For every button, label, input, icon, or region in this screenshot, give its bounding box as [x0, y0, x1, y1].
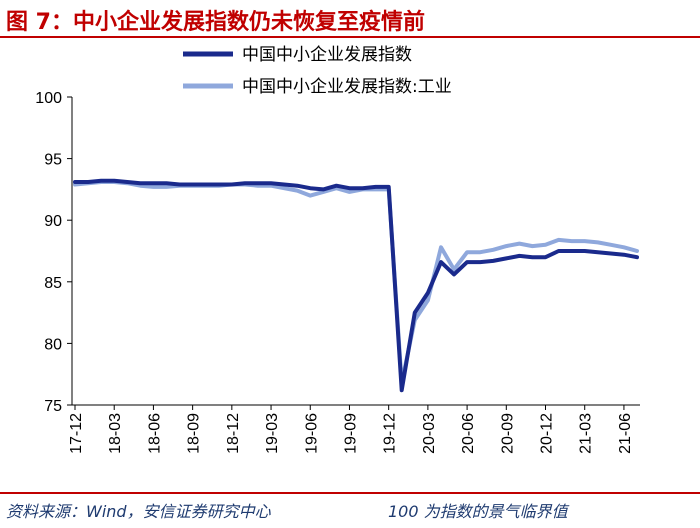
x-tick-label: 20-09: [499, 413, 516, 454]
x-tick-label: 18-06: [146, 413, 163, 454]
page-title: 图 7：中小企业发展指数仍未恢复至疫情前: [6, 10, 425, 35]
x-axis-group: 17-12 18-03 18-06 18-09 18-12 19-03 19-06 19-09…: [68, 404, 640, 454]
x-tick-label: 20-12: [539, 413, 556, 454]
x-tick-label: 21-03: [578, 413, 595, 454]
note-text: 100 为指数的景气临界值: [388, 502, 568, 521]
series-line-sme-index: [73, 178, 639, 393]
y-tick-label: 75: [44, 398, 62, 415]
y-tick-label: 95: [44, 152, 62, 169]
x-tick-label: 19-12: [382, 413, 399, 454]
y-tick-label: 90: [44, 213, 62, 230]
series-line-sme-industry: [73, 180, 639, 385]
legend-label: 中国中小企业发展指数:工业: [242, 77, 452, 97]
legend-label: 中国中小企业发展指数: [242, 45, 412, 65]
series-group: [73, 178, 639, 393]
x-tick-label: 18-12: [225, 413, 242, 454]
y-tick-label: 85: [44, 275, 62, 292]
title-bar: 图 7：中小企业发展指数仍未恢复至疫情前: [0, 0, 700, 38]
y-tick-label: 80: [44, 336, 62, 353]
footer: 资料来源：Wind，安信证券研究中心 100 为指数的景气临界值: [0, 492, 700, 528]
x-tick-label: 20-03: [421, 413, 438, 454]
x-tick-label: 17-12: [68, 413, 85, 454]
x-tick-label: 21-06: [617, 413, 634, 454]
x-tick-label: 19-06: [303, 413, 320, 454]
x-tick-label: 19-03: [264, 413, 281, 454]
x-tick-label: 19-09: [342, 413, 359, 454]
y-axis-group: 75 80 85 90 95 100: [35, 90, 73, 415]
source-text: 资料来源：Wind，安信证券研究中心: [6, 502, 271, 521]
x-tick-label: 20-06: [460, 413, 477, 454]
y-tick-label: 100: [35, 90, 62, 107]
x-tick-label: 18-03: [107, 413, 124, 454]
x-tick-label: 18-09: [186, 413, 203, 454]
